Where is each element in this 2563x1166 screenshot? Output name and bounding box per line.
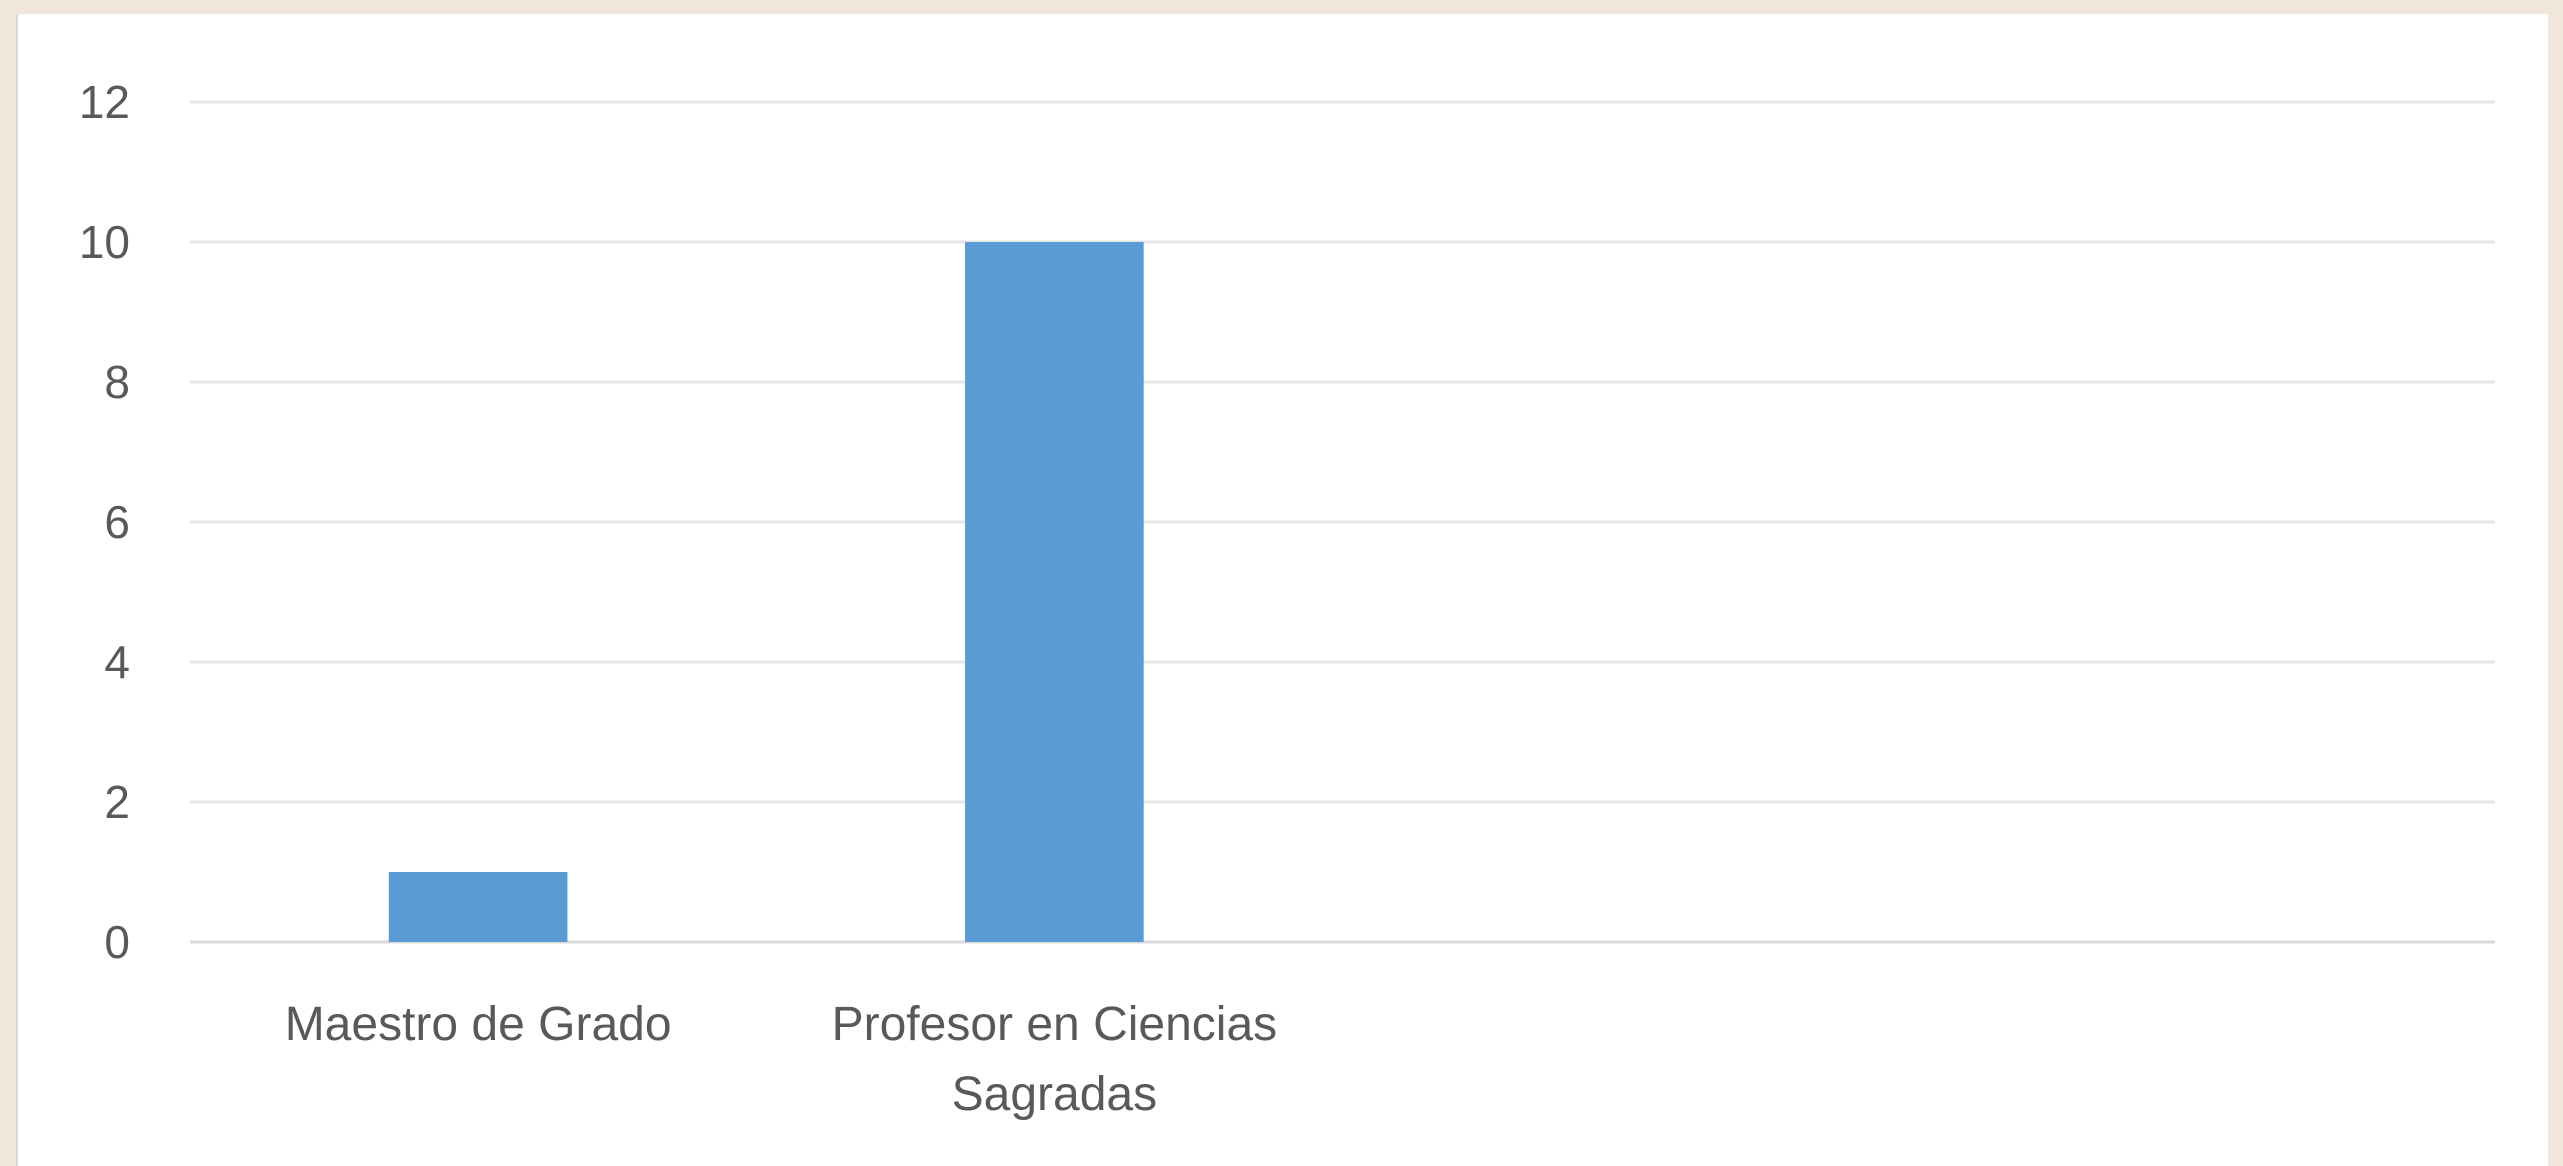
x-tick-label: Maestro de Grado bbox=[285, 998, 672, 1051]
x-tick-label: Profesor en Ciencias bbox=[832, 998, 1278, 1051]
y-tick-label: 4 bbox=[104, 636, 130, 688]
y-tick-label: 12 bbox=[79, 76, 130, 128]
bar bbox=[965, 242, 1144, 942]
bar bbox=[388, 872, 568, 942]
y-tick-label: 8 bbox=[104, 356, 130, 408]
chart-panel bbox=[16, 14, 2548, 1166]
y-tick-label: 10 bbox=[79, 216, 130, 268]
y-tick-label: 6 bbox=[104, 496, 130, 548]
x-tick-label: Sagradas bbox=[952, 1068, 1157, 1121]
y-tick-label: 0 bbox=[104, 916, 130, 968]
y-tick-label: 2 bbox=[104, 776, 130, 828]
